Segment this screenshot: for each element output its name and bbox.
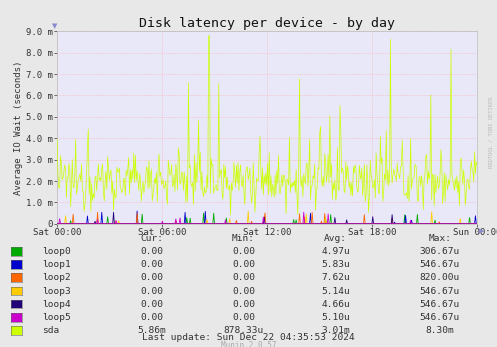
Text: 0.00: 0.00 bbox=[232, 313, 255, 322]
Text: 7.62u: 7.62u bbox=[321, 273, 350, 282]
Text: 4.66u: 4.66u bbox=[321, 300, 350, 309]
Text: 0.00: 0.00 bbox=[140, 273, 163, 282]
Text: 0.00: 0.00 bbox=[232, 260, 255, 269]
Text: ▶: ▶ bbox=[479, 229, 485, 235]
Text: Munin 2.0.57: Munin 2.0.57 bbox=[221, 341, 276, 347]
Text: 546.67u: 546.67u bbox=[420, 300, 460, 309]
Text: 0.00: 0.00 bbox=[232, 247, 255, 256]
Text: 0.00: 0.00 bbox=[140, 287, 163, 296]
Text: 0.00: 0.00 bbox=[140, 300, 163, 309]
Text: 8.30m: 8.30m bbox=[425, 326, 454, 335]
Text: loop5: loop5 bbox=[42, 313, 71, 322]
Text: 546.67u: 546.67u bbox=[420, 313, 460, 322]
Text: 4.97u: 4.97u bbox=[321, 247, 350, 256]
Text: Avg:: Avg: bbox=[324, 234, 347, 243]
Text: 0.00: 0.00 bbox=[140, 247, 163, 256]
Text: 3.01m: 3.01m bbox=[321, 326, 350, 335]
Text: 878.33u: 878.33u bbox=[224, 326, 263, 335]
Text: loop0: loop0 bbox=[42, 247, 71, 256]
Text: RRDTOOL / TOBI OETIKER: RRDTOOL / TOBI OETIKER bbox=[488, 96, 493, 168]
Text: sda: sda bbox=[42, 326, 60, 335]
Text: 0.00: 0.00 bbox=[140, 313, 163, 322]
Text: 5.86m: 5.86m bbox=[137, 326, 166, 335]
Text: Min:: Min: bbox=[232, 234, 255, 243]
Text: 5.10u: 5.10u bbox=[321, 313, 350, 322]
Text: loop4: loop4 bbox=[42, 300, 71, 309]
Text: 820.00u: 820.00u bbox=[420, 273, 460, 282]
Title: Disk latency per device - by day: Disk latency per device - by day bbox=[139, 17, 395, 30]
Text: 0.00: 0.00 bbox=[232, 287, 255, 296]
Text: Max:: Max: bbox=[428, 234, 451, 243]
Text: ▼: ▼ bbox=[52, 23, 58, 29]
Text: Cur:: Cur: bbox=[140, 234, 163, 243]
Text: loop1: loop1 bbox=[42, 260, 71, 269]
Text: 0.00: 0.00 bbox=[232, 300, 255, 309]
Text: 0.00: 0.00 bbox=[232, 273, 255, 282]
Text: loop2: loop2 bbox=[42, 273, 71, 282]
Text: 5.83u: 5.83u bbox=[321, 260, 350, 269]
Text: 546.67u: 546.67u bbox=[420, 287, 460, 296]
Text: 5.14u: 5.14u bbox=[321, 287, 350, 296]
Text: 546.67u: 546.67u bbox=[420, 260, 460, 269]
Text: Last update: Sun Dec 22 04:35:53 2024: Last update: Sun Dec 22 04:35:53 2024 bbox=[142, 333, 355, 342]
Text: 0.00: 0.00 bbox=[140, 260, 163, 269]
Text: loop3: loop3 bbox=[42, 287, 71, 296]
Text: 306.67u: 306.67u bbox=[420, 247, 460, 256]
Y-axis label: Average IO Wait (seconds): Average IO Wait (seconds) bbox=[14, 60, 23, 195]
